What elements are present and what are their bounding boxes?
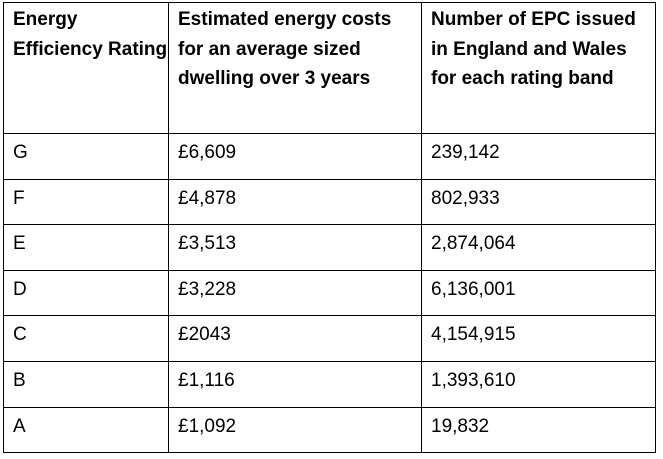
table-row: G £6,609 239,142 <box>3 133 656 180</box>
count-cell: 239,142 <box>421 133 656 180</box>
cost-cell: £1,116 <box>168 360 422 408</box>
rating-cell: C <box>3 315 169 362</box>
cost-cell: £4,878 <box>168 178 422 226</box>
rating-cell: D <box>3 269 169 317</box>
table-row: E £3,513 2,874,064 <box>3 224 656 271</box>
count-cell: 19,832 <box>421 406 656 454</box>
count-cell: 4,154,915 <box>421 315 656 362</box>
table-row: C £2043 4,154,915 <box>3 315 656 362</box>
epc-table: Energy Efficiency Rating Estimated energ… <box>3 2 656 454</box>
cost-cell: £2043 <box>168 315 422 362</box>
count-cell: 1,393,610 <box>421 360 656 408</box>
cost-cell: £3,228 <box>168 269 422 317</box>
header-count: Number of EPC issued in England and Wale… <box>421 2 656 134</box>
table-row: B £1,116 1,393,610 <box>3 360 656 408</box>
rating-cell: F <box>3 178 169 226</box>
header-cost: Estimated energy costs for an average si… <box>168 2 422 134</box>
cost-cell: £1,092 <box>168 406 422 454</box>
table-row: A £1,092 19,832 <box>3 406 656 454</box>
header-rating: Energy Efficiency Rating <box>3 2 169 134</box>
rating-cell: E <box>3 224 169 271</box>
count-cell: 802,933 <box>421 178 656 226</box>
count-cell: 6,136,001 <box>421 269 656 317</box>
cost-cell: £6,609 <box>168 133 422 180</box>
rating-cell: G <box>3 133 169 180</box>
rating-cell: B <box>3 360 169 408</box>
rating-cell: A <box>3 406 169 454</box>
table-row: F £4,878 802,933 <box>3 178 656 226</box>
table-row: D £3,228 6,136,001 <box>3 269 656 317</box>
count-cell: 2,874,064 <box>421 224 656 271</box>
cost-cell: £3,513 <box>168 224 422 271</box>
header-row: Energy Efficiency Rating Estimated energ… <box>3 2 656 134</box>
